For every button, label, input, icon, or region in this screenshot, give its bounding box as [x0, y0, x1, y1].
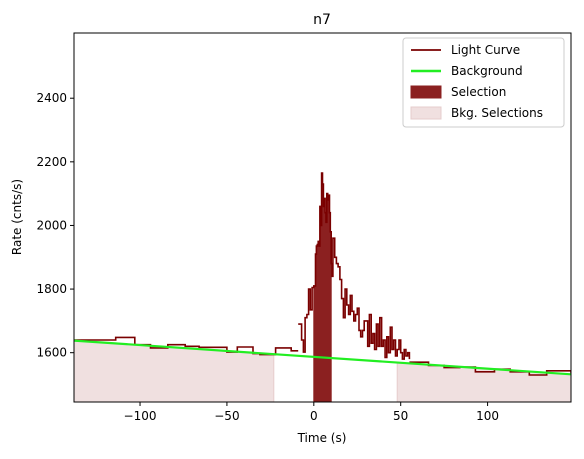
chart-title: n7 — [313, 12, 331, 28]
y-axis-ticks: 1600 1800 2000 2200 2400 — [36, 91, 74, 360]
background-line — [74, 339, 571, 376]
x-axis-ticks: −100 −50 0 50 100 — [124, 402, 499, 423]
legend-label-light-curve: Light Curve — [451, 43, 520, 57]
x-axis-label: Time (s) — [297, 431, 347, 445]
x-tick-label: 100 — [476, 409, 499, 423]
background-layer — [74, 339, 571, 376]
legend-label-selection: Selection — [451, 85, 506, 99]
y-tick-label: 1800 — [36, 282, 67, 296]
y-tick-label: 1600 — [36, 346, 67, 360]
x-tick-label: 50 — [393, 409, 408, 423]
legend-label-bkg-selections: Bkg. Selections — [451, 106, 543, 120]
x-tick-label: −100 — [124, 409, 157, 423]
y-axis-label: Rate (cnts/s) — [10, 179, 24, 255]
legend-swatch-bkg-selections — [410, 106, 442, 120]
plot-frame — [73, 32, 572, 403]
legend-swatch-selection — [410, 85, 442, 99]
legend-box — [402, 37, 565, 128]
x-tick-label: −50 — [214, 409, 239, 423]
legend-label-background: Background — [451, 64, 523, 78]
light-curve-segment-2 — [298, 172, 411, 360]
legend: Light Curve Background Selection Bkg. Selec… — [402, 37, 565, 128]
y-tick-label: 2200 — [36, 155, 67, 169]
x-tick-label: 0 — [310, 409, 318, 423]
y-tick-label: 2000 — [36, 218, 67, 232]
y-tick-label: 2400 — [36, 91, 67, 105]
